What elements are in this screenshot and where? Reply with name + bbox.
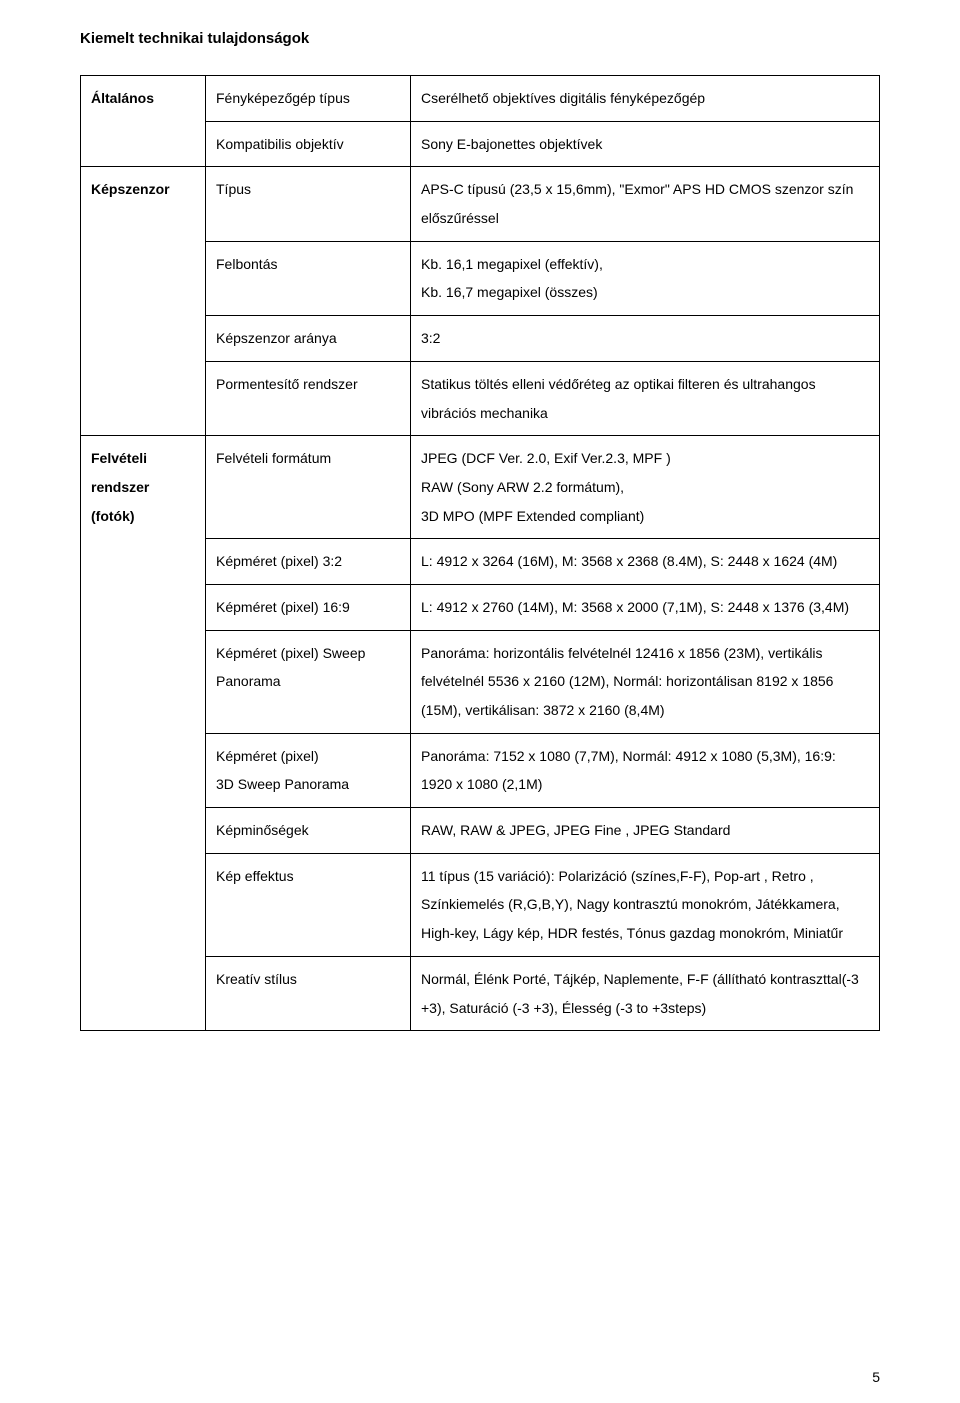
spec-label: Képminőségek bbox=[206, 808, 411, 854]
spec-value: L: 4912 x 3264 (16M), M: 3568 x 2368 (8.… bbox=[411, 539, 880, 585]
table-row: Általános Fényképezőgép típus Cserélhető… bbox=[81, 76, 880, 122]
spec-label: Kompatibilis objektív bbox=[206, 121, 411, 167]
spec-label: Felbontás bbox=[206, 241, 411, 315]
spec-label: Képszenzor aránya bbox=[206, 316, 411, 362]
page-number: 5 bbox=[872, 1369, 880, 1385]
spec-label: Kreatív stílus bbox=[206, 956, 411, 1030]
page-container: Kiemelt technikai tulajdonságok Általáno… bbox=[0, 0, 960, 1403]
spec-value: Panoráma: 7152 x 1080 (7,7M), Normál: 49… bbox=[411, 733, 880, 807]
table-row: Képszenzor Típus APS-C típusú (23,5 x 15… bbox=[81, 167, 880, 241]
spec-label: Pormentesítő rendszer bbox=[206, 361, 411, 435]
section-label-line: (fotók) bbox=[91, 508, 135, 524]
spec-label: Képméret (pixel) 3D Sweep Panorama bbox=[206, 733, 411, 807]
spec-value: Sony E-bajonettes objektívek bbox=[411, 121, 880, 167]
spec-label: Felvételi formátum bbox=[206, 436, 411, 539]
spec-label: Típus bbox=[206, 167, 411, 241]
spec-value: Panoráma: horizontális felvételnél 12416… bbox=[411, 630, 880, 733]
spec-table: Általános Fényképezőgép típus Cserélhető… bbox=[80, 75, 880, 1031]
spec-value: L: 4912 x 2760 (14M), M: 3568 x 2000 (7,… bbox=[411, 584, 880, 630]
section-label-sensor: Képszenzor bbox=[81, 167, 206, 436]
spec-label: Képméret (pixel) 16:9 bbox=[206, 584, 411, 630]
spec-value: APS-C típusú (23,5 x 15,6mm), "Exmor" AP… bbox=[411, 167, 880, 241]
spec-value: JPEG (DCF Ver. 2.0, Exif Ver.2.3, MPF ) … bbox=[411, 436, 880, 539]
spec-label: Képméret (pixel) 3:2 bbox=[206, 539, 411, 585]
spec-value: RAW, RAW & JPEG, JPEG Fine , JPEG Standa… bbox=[411, 808, 880, 854]
spec-value: 3:2 bbox=[411, 316, 880, 362]
spec-label: Képméret (pixel) Sweep Panorama bbox=[206, 630, 411, 733]
spec-value: Statikus töltés elleni védőréteg az opti… bbox=[411, 361, 880, 435]
spec-label: Kép effektus bbox=[206, 853, 411, 956]
spec-label: Fényképezőgép típus bbox=[206, 76, 411, 122]
section-label-line: Felvételi bbox=[91, 450, 147, 466]
spec-value: Cserélhető objektíves digitális fényképe… bbox=[411, 76, 880, 122]
section-label-recording: Felvételi rendszer (fotók) bbox=[81, 436, 206, 1031]
section-label-line: rendszer bbox=[91, 479, 149, 495]
section-label-general: Általános bbox=[81, 76, 206, 167]
spec-value: 11 típus (15 variáció): Polarizáció (szí… bbox=[411, 853, 880, 956]
spec-value: Kb. 16,1 megapixel (effektív), Kb. 16,7 … bbox=[411, 241, 880, 315]
table-row: Felvételi rendszer (fotók) Felvételi for… bbox=[81, 436, 880, 539]
page-title: Kiemelt technikai tulajdonságok bbox=[80, 30, 880, 47]
spec-value: Normál, Élénk Porté, Tájkép, Naplemente,… bbox=[411, 956, 880, 1030]
